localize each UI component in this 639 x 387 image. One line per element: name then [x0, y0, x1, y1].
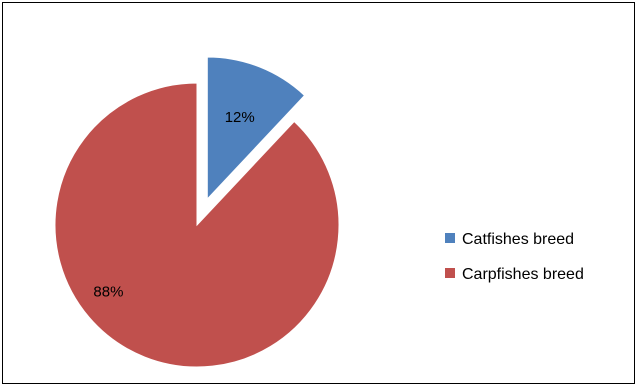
pie-slice-catfishes-breed	[206, 56, 306, 201]
pie-data-labels: 12% 88%	[93, 109, 254, 300]
legend-label-catfishes-breed: Catfishes breed	[462, 231, 574, 248]
pie-slices	[54, 56, 340, 368]
chart-legend: Catfishes breed Carpfishes breed	[445, 231, 584, 283]
legend-swatch-catfishes-breed	[445, 233, 455, 243]
legend-swatch-carpfishes-breed	[445, 268, 455, 278]
pie-slice-carpfishes-breed	[54, 82, 340, 368]
data-label-carpfishes-breed: 88%	[93, 283, 123, 300]
data-label-catfishes-breed: 12%	[225, 109, 255, 126]
legend-label-carpfishes-breed: Carpfishes breed	[462, 266, 584, 283]
